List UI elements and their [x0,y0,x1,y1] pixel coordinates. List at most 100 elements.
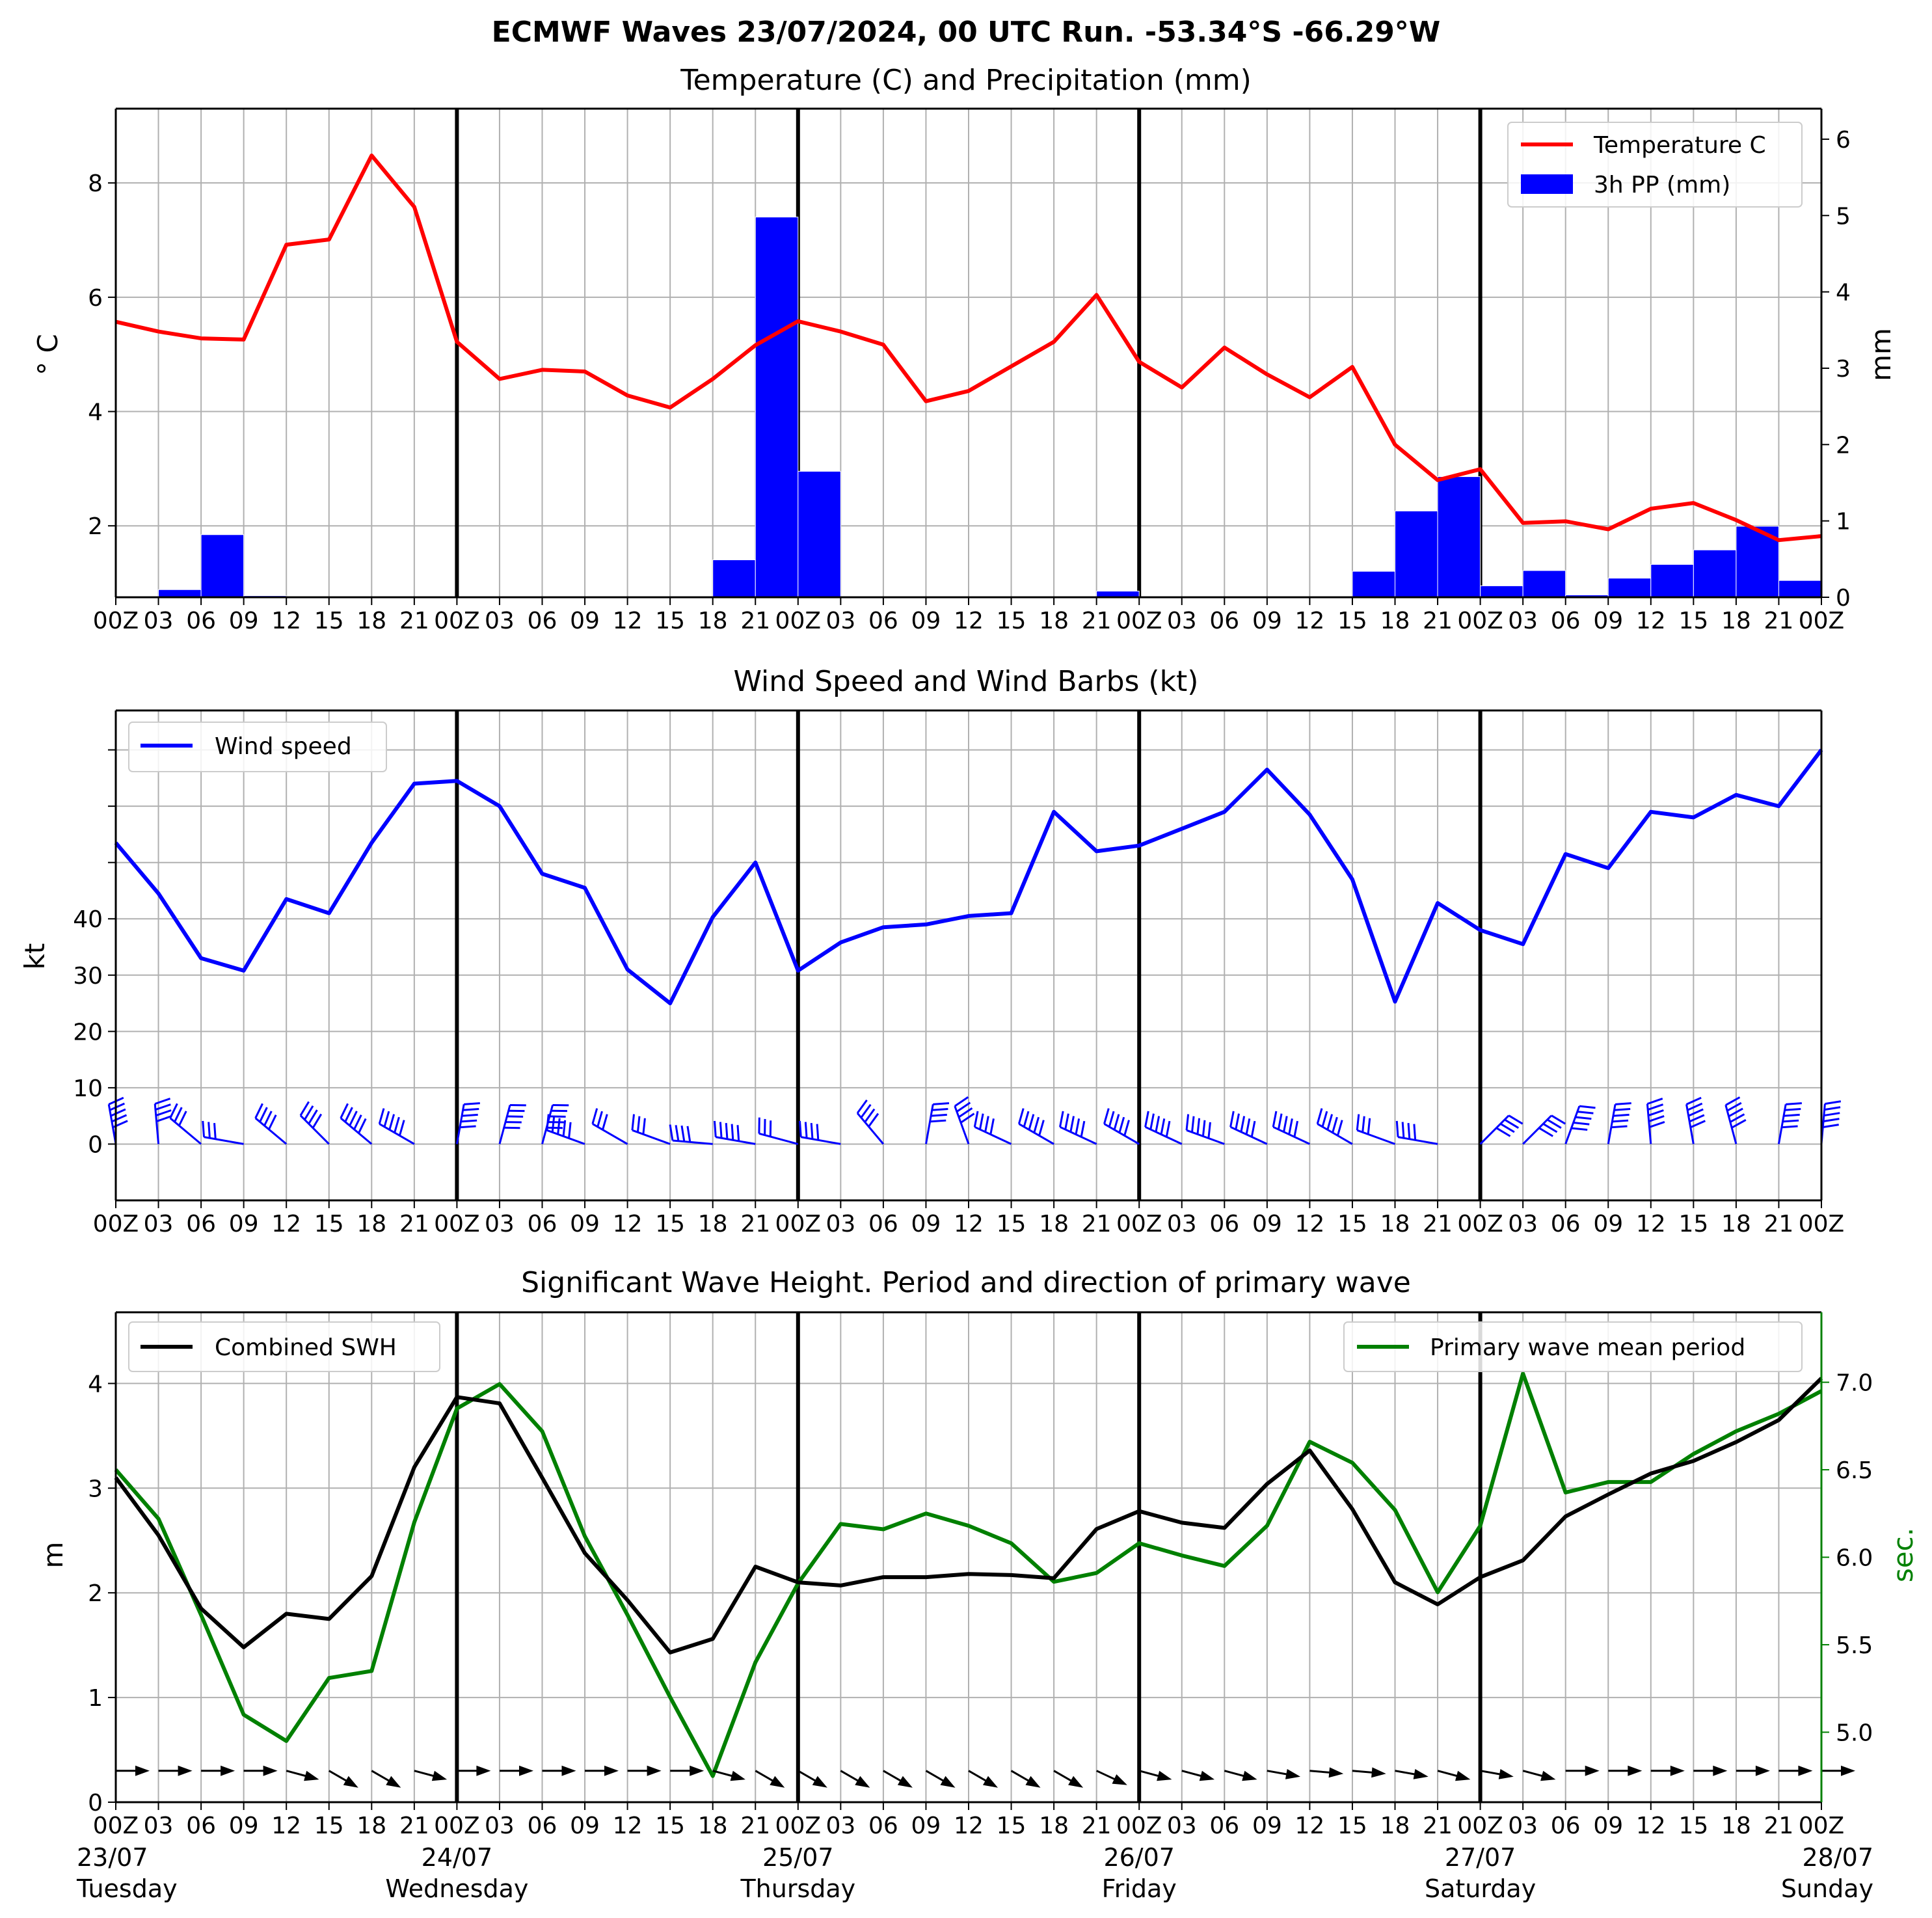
wind-barb-flag [973,1111,979,1128]
wind-barb-flag [1823,1124,1839,1128]
wind-barb-flag [358,1118,367,1134]
x-tick-label: 03 [485,1813,515,1839]
wind-barb-flag [1064,1113,1069,1130]
x-tick-label: 21 [1764,1211,1794,1237]
wind-barb-flag [508,1109,525,1113]
wind-barb-flag [602,1114,608,1130]
wind-barb [1103,1108,1140,1145]
wind-barb-flag [1690,1120,1706,1129]
x-tick-label: 09 [229,1813,259,1839]
wave-direction-arrow [1821,1765,1855,1776]
wind-barb-flag [1113,1114,1120,1130]
panel-title: Wind Speed and Wind Barbs (kt) [734,665,1199,698]
wave-direction-arrow [1138,1770,1172,1781]
wind-barb-flag [636,1116,641,1133]
wave-arrow-shaft [1224,1770,1246,1777]
wind-barb-flag [1401,1122,1405,1139]
x-tick-label: 03 [825,1211,855,1237]
wind-barb-flag [1499,1123,1515,1133]
wave-direction-arrow [500,1765,533,1776]
wind-barb-flag [156,1115,172,1122]
x-tick-label: 12 [1636,1813,1666,1839]
wave-arrow-shaft [1522,1770,1545,1777]
wind-barb [1229,1111,1268,1145]
wind-barb-shaft [1564,1105,1581,1144]
y-tick-label-right: 1 [1836,509,1851,535]
wave-direction-arrow [457,1765,491,1776]
legend-label-period: Primary wave mean period [1430,1334,1745,1361]
wind-barb-flag [551,1109,567,1113]
x-tick-label: 18 [1039,1813,1069,1839]
x-tick-label: 18 [1721,1211,1751,1237]
wind-barb-shaft [1144,1126,1183,1145]
x-tick-label: 00Z [1799,1813,1844,1839]
right-axis-label: sec. [1887,1528,1919,1582]
y-tick-label: 30 [73,963,103,990]
x-tick-label: 21 [1082,1813,1112,1839]
wind-barb-shaft [107,1104,117,1144]
y-tick-label: 10 [73,1075,103,1102]
x-tick-label: 00Z [775,608,821,634]
x-tick-label: 03 [1508,1813,1538,1839]
wave-direction-arrow [968,1770,999,1788]
wave-arrow-head [476,1765,491,1776]
wind-barb-flag [507,1115,524,1118]
x-tick-label: 00Z [434,1813,479,1839]
wave-arrow-shaft [883,1770,904,1783]
day-label: Saturday [1425,1874,1536,1903]
wind-barb-shaft [1685,1104,1695,1144]
wind-barb [1272,1111,1311,1145]
wave-arrow-head [263,1765,278,1776]
wave-arrow-head [343,1776,358,1788]
x-tick-label: 03 [144,608,174,634]
x-tick-label: 06 [528,608,557,634]
x-tick-label: 12 [954,1813,984,1839]
wind-barb [1144,1111,1183,1145]
wind-barb [299,1101,330,1145]
wind-barb [498,1104,526,1144]
wind-barb-flag [1649,1121,1665,1128]
wind-barb-flag [1028,1114,1035,1130]
legend-period: Primary wave mean period [1343,1321,1803,1372]
wave-direction-arrow [1608,1765,1643,1776]
wind-barb [1356,1114,1396,1145]
date-label: 27/07 [1445,1843,1516,1872]
y-tick-label-right: 2 [1836,432,1851,459]
wind-barb-flag [394,1116,400,1133]
wind-barb-shaft [954,1105,970,1144]
wave-arrow-head [1755,1765,1770,1776]
x-tick-label: 09 [570,1813,600,1839]
wave-direction-arrow [1437,1770,1471,1781]
wind-barb-flag [1546,1118,1562,1129]
wave-arrow-shaft [1181,1770,1204,1777]
x-tick-label: 15 [997,1211,1026,1237]
x-tick-label: 00Z [93,1813,139,1839]
wave-direction-arrow [201,1765,235,1776]
y-tick-label-right: 6.0 [1836,1545,1873,1572]
y-tick-label: 1 [88,1685,103,1712]
x-tick-label: 18 [1721,1813,1751,1839]
precip-bar [1650,564,1694,598]
wave-arrow-shaft [1395,1770,1417,1776]
x-tick-label: 06 [1209,1813,1239,1839]
wave-direction-arrow [1693,1765,1728,1776]
precip-bar [200,534,245,598]
wave-direction-arrow [1778,1765,1813,1776]
wind-barb-flag [1571,1127,1588,1131]
wind-barb-flag [669,1124,674,1141]
wind-barb-flag [764,1118,766,1135]
wind-barb-shaft [1724,1105,1737,1144]
wind-barb [1607,1102,1631,1144]
wave-arrow-shaft [968,1770,989,1783]
wave-direction-arrow [158,1765,193,1776]
wind-barb-flag [1240,1116,1246,1133]
wind-barb [541,1104,569,1144]
wave-direction-arrow [1096,1770,1127,1785]
x-tick-label: 21 [1082,608,1112,634]
wind-barb-shaft [974,1126,1012,1145]
wind-barb [954,1096,975,1144]
wave-arrow-head [812,1776,827,1788]
wind-barb [1059,1111,1097,1145]
wave-direction-arrow [585,1765,619,1776]
wave-direction-arrow [1395,1769,1429,1779]
